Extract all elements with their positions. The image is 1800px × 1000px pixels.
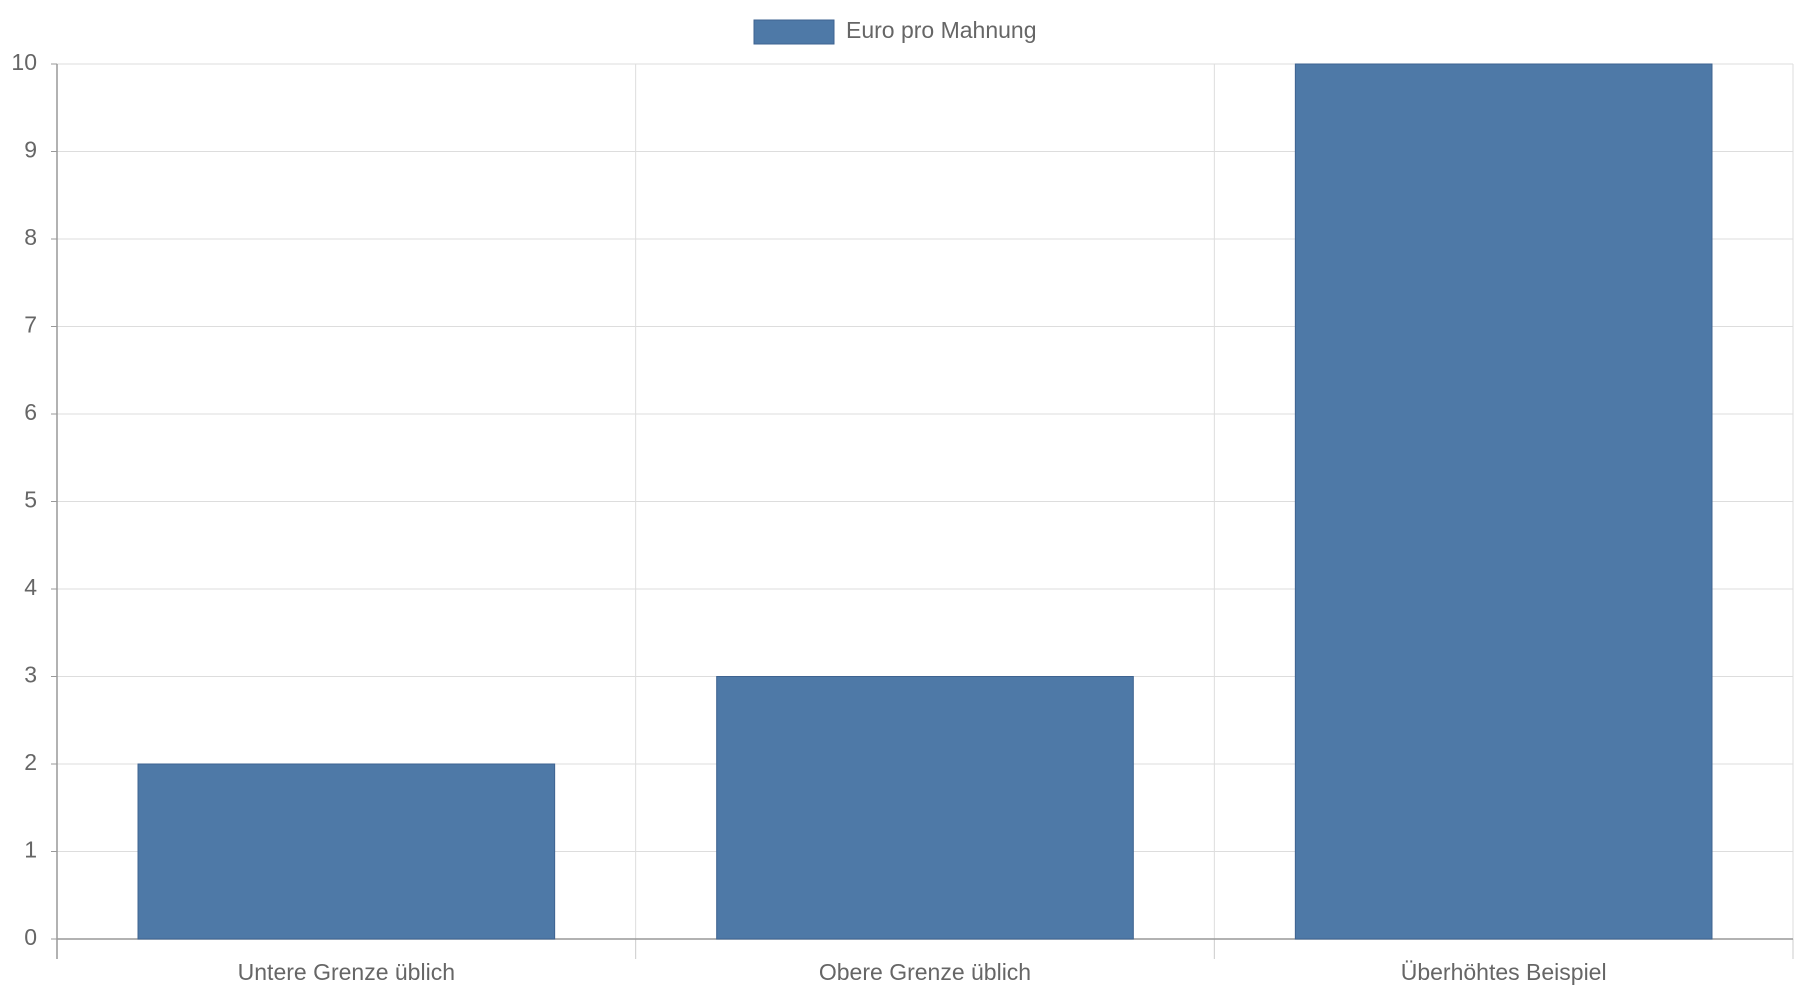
bar <box>716 676 1134 940</box>
x-tick-label: Überhöhtes Beispiel <box>1401 959 1607 985</box>
y-tick-label: 4 <box>24 574 37 600</box>
x-tick-label: Untere Grenze üblich <box>238 959 455 985</box>
legend-swatch <box>753 19 835 45</box>
y-tick-label: 0 <box>24 924 37 950</box>
x-tick-label: Obere Grenze üblich <box>819 959 1031 985</box>
y-tick-label: 6 <box>24 399 37 425</box>
y-tick-label: 9 <box>24 137 37 163</box>
y-tick-label: 10 <box>11 49 37 75</box>
legend-label: Euro pro Mahnung <box>846 17 1037 43</box>
y-tick-label: 3 <box>24 662 37 688</box>
y-tick-label: 2 <box>24 749 37 775</box>
y-tick-label: 7 <box>24 312 37 338</box>
bar <box>137 763 556 940</box>
bar <box>1294 63 1713 940</box>
y-tick-label: 8 <box>24 224 37 250</box>
y-tick-label: 1 <box>24 837 37 863</box>
y-tick-label: 5 <box>24 487 37 513</box>
